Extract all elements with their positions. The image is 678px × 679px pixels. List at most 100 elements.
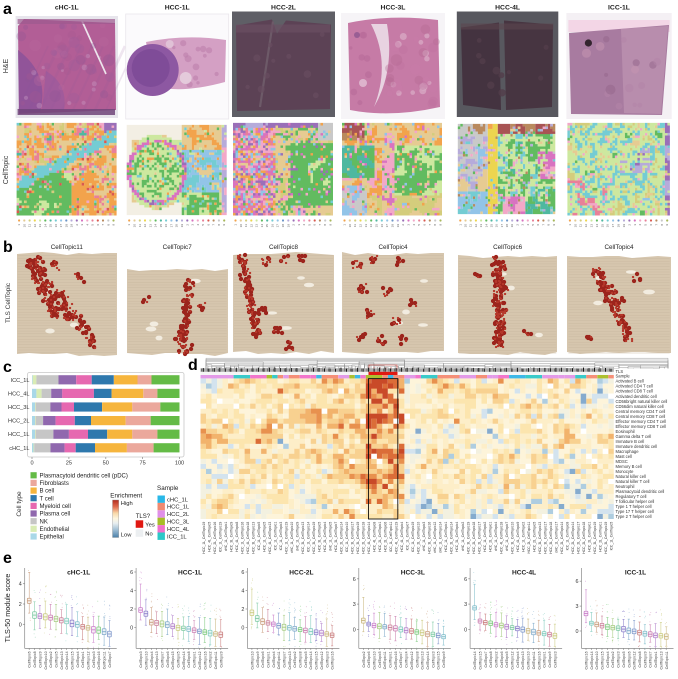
svg-text:6: 6	[353, 577, 356, 583]
svg-text:ICC_1L_CellTopic19: ICC_1L_CellTopic19	[411, 522, 415, 553]
svg-text:ICC_1L_CellTopic19: ICC_1L_CellTopic19	[218, 522, 222, 553]
svg-text:CellTopic13: CellTopic13	[521, 651, 525, 669]
svg-text:5: 5	[91, 224, 95, 226]
svg-text:7: 7	[428, 224, 432, 226]
svg-text:CellTopic9: CellTopic9	[219, 651, 223, 667]
svg-text:cHC_1L_CellTopic3: cHC_1L_CellTopic3	[422, 522, 426, 552]
svg-text:5: 5	[201, 224, 205, 226]
svg-text:HCC_3L_CellTopic4: HCC_3L_CellTopic4	[455, 522, 459, 552]
svg-text:9: 9	[329, 224, 333, 226]
svg-text:HCC_3L_CellTopic9: HCC_3L_CellTopic9	[229, 522, 233, 552]
svg-text:CellTopic14: CellTopic14	[182, 651, 186, 669]
svg-text:CellTopic4: CellTopic4	[604, 244, 634, 251]
svg-text:CellTopic15: CellTopic15	[315, 651, 319, 669]
svg-text:0: 0	[30, 461, 33, 467]
svg-text:10: 10	[464, 224, 468, 228]
svg-text:14: 14	[484, 224, 488, 228]
svg-text:3: 3	[407, 224, 411, 226]
svg-text:3: 3	[353, 602, 356, 608]
svg-text:25: 25	[66, 461, 72, 467]
svg-text:cHC_1L_CellTopic1: cHC_1L_CellTopic1	[224, 522, 228, 552]
svg-text:HCC_2L_CellTopic10: HCC_2L_CellTopic10	[417, 522, 421, 554]
svg-text:3: 3	[297, 224, 301, 226]
svg-text:CellTopic16: CellTopic16	[585, 651, 589, 669]
svg-text:0: 0	[464, 628, 467, 634]
svg-text:CellTopic16: CellTopic16	[331, 651, 335, 669]
svg-text:HCC_1L_CellTopic16: HCC_1L_CellTopic16	[240, 522, 244, 554]
svg-text:6: 6	[649, 224, 653, 226]
svg-text:HCC_4L_CellTopic19: HCC_4L_CellTopic19	[395, 522, 399, 554]
svg-text:CellTopic8: CellTopic8	[269, 244, 299, 251]
svg-text:HCC_3L_CellTopic17: HCC_3L_CellTopic17	[351, 522, 355, 554]
svg-text:7: 7	[212, 224, 216, 226]
svg-text:Yes: Yes	[145, 522, 155, 528]
svg-text:4: 4	[638, 224, 642, 226]
svg-text:2: 2	[401, 224, 405, 226]
svg-text:6: 6	[96, 224, 100, 226]
svg-text:cHC_1L_CellTopic9: cHC_1L_CellTopic9	[295, 522, 299, 552]
svg-text:16: 16	[164, 224, 168, 228]
svg-text:6: 6	[536, 224, 540, 226]
svg-text:TLS?: TLS?	[136, 514, 151, 520]
svg-text:7: 7	[101, 224, 105, 226]
svg-text:6: 6	[130, 570, 133, 576]
svg-text:CellTopic13: CellTopic13	[288, 651, 292, 669]
svg-text:HCC_3L_CellTopic19: HCC_3L_CellTopic19	[604, 522, 608, 554]
svg-text:12: 12	[359, 224, 363, 228]
svg-text:14: 14	[595, 224, 599, 228]
svg-text:Type 1 T helper cell: Type 1 T helper cell	[616, 504, 652, 509]
svg-text:6: 6	[206, 224, 210, 226]
svg-text:HCC_3L_CellTopic13: HCC_3L_CellTopic13	[251, 522, 255, 554]
svg-text:cHC_1L_CellTopic17: cHC_1L_CellTopic17	[554, 522, 558, 553]
svg-text:8: 8	[217, 224, 221, 226]
svg-text:2: 2	[130, 607, 133, 613]
svg-text:HCC_4L_CellTopic8: HCC_4L_CellTopic8	[373, 522, 377, 552]
svg-text:HCC-3L: HCC-3L	[401, 570, 425, 577]
svg-text:18: 18	[505, 224, 509, 228]
svg-text:CellTopic16: CellTopic16	[537, 651, 541, 669]
svg-text:CellTopic7: CellTopic7	[161, 651, 165, 667]
svg-text:CellTopic4: CellTopic4	[516, 651, 520, 667]
svg-text:CellTopic5: CellTopic5	[304, 651, 308, 667]
svg-text:a: a	[3, 1, 12, 18]
svg-text:HCC-1L: HCC-1L	[165, 5, 190, 12]
svg-text:CellTopic7: CellTopic7	[283, 651, 287, 667]
svg-text:10: 10	[239, 224, 243, 228]
svg-text:cHC_1L_CellTopic5: cHC_1L_CellTopic5	[329, 522, 333, 552]
svg-text:HCC_4L_CellTopic4: HCC_4L_CellTopic4	[400, 522, 404, 552]
svg-text:CellTopic1: CellTopic1	[81, 651, 85, 667]
svg-text:CellTopic4: CellTopic4	[272, 651, 276, 667]
svg-text:CellTopic2: CellTopic2	[49, 651, 53, 667]
svg-text:HCC_3L_CellTopic16: HCC_3L_CellTopic16	[428, 522, 432, 554]
svg-text:8: 8	[547, 224, 551, 226]
svg-text:HCC_1L_CellTopic19: HCC_1L_CellTopic19	[202, 522, 206, 554]
svg-text:Plasmacytoid dendritic cell (p: Plasmacytoid dendritic cell (pDC)	[40, 473, 128, 479]
svg-text:1: 1	[17, 224, 21, 226]
svg-text:5: 5	[417, 224, 421, 226]
svg-text:HCC_3L_CellTopic13: HCC_3L_CellTopic13	[301, 522, 305, 554]
svg-text:12: 12	[249, 224, 253, 228]
svg-text:Natural killer T cell: Natural killer T cell	[616, 479, 650, 484]
svg-text:8: 8	[323, 224, 327, 226]
svg-text:CellTopic3: CellTopic3	[92, 651, 96, 667]
svg-text:HCC-4L: HCC-4L	[495, 5, 520, 12]
svg-text:Sample: Sample	[157, 485, 179, 492]
svg-text:HCC_3L_CellTopic19: HCC_3L_CellTopic19	[593, 522, 597, 554]
svg-text:CellTopic14: CellTopic14	[426, 651, 430, 669]
svg-text:cHC-1L: cHC-1L	[55, 5, 79, 12]
svg-text:10: 10	[22, 224, 26, 228]
svg-text:CellTopic3: CellTopic3	[553, 651, 557, 667]
svg-text:B cell: B cell	[40, 489, 55, 495]
svg-text:18: 18	[391, 224, 395, 228]
svg-text:CellTopic11: CellTopic11	[532, 651, 536, 669]
svg-text:CellTopic12: CellTopic12	[511, 651, 515, 669]
svg-text:14: 14	[369, 224, 373, 228]
svg-text:Enrichment: Enrichment	[110, 493, 142, 500]
svg-text:HCC-3L: HCC-3L	[381, 5, 406, 12]
svg-text:9: 9	[552, 224, 556, 226]
svg-text:HCC_2L_CellTopic18: HCC_2L_CellTopic18	[582, 522, 586, 554]
svg-text:Macrophage: Macrophage	[616, 449, 640, 454]
svg-text:CellTopic2: CellTopic2	[495, 651, 499, 667]
svg-text:CellTopic10: CellTopic10	[373, 651, 377, 669]
svg-text:4: 4	[19, 582, 22, 588]
